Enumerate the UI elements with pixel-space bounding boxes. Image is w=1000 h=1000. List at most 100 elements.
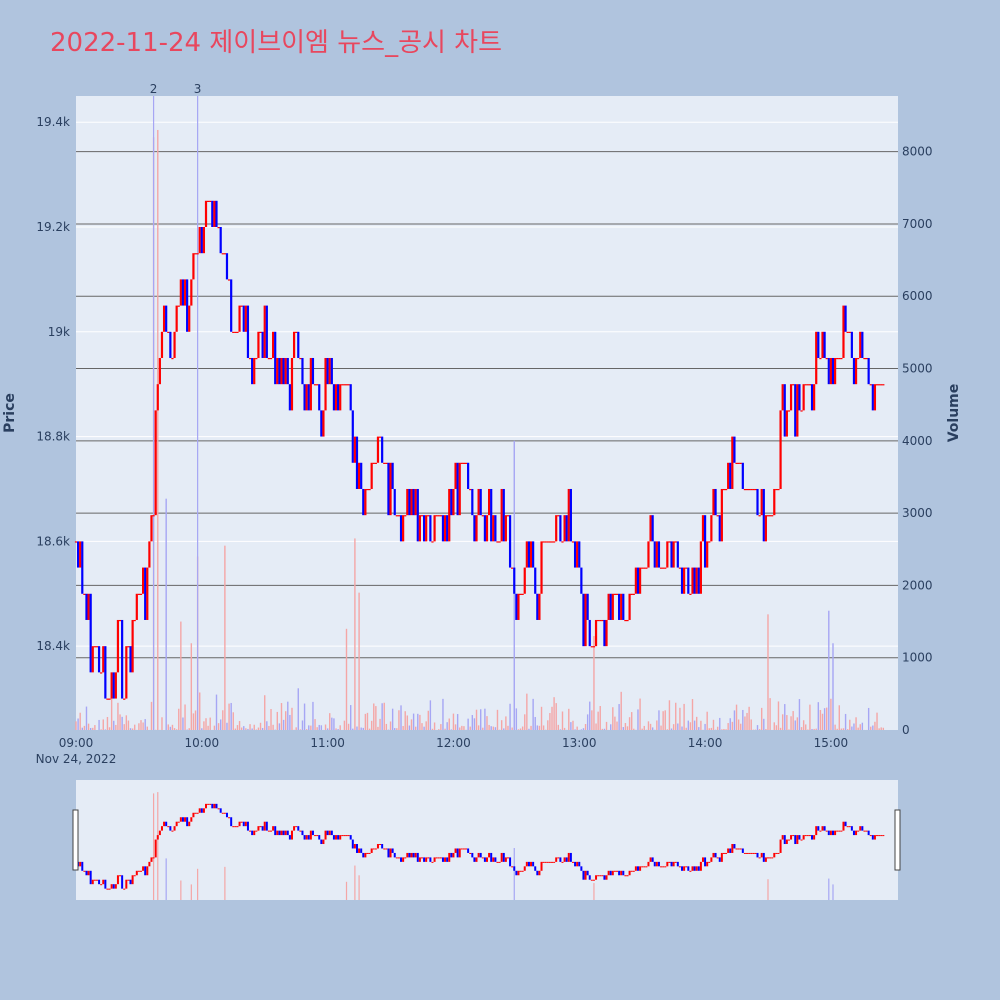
volume-bar — [610, 724, 612, 730]
volume-bar — [373, 703, 375, 730]
volume-bar — [681, 726, 683, 730]
volume-bar — [282, 719, 285, 730]
slider-candle — [353, 844, 356, 849]
slider-candle — [796, 835, 799, 845]
volume-bar — [670, 728, 673, 730]
slider-volume-bar — [513, 848, 515, 900]
volume-bar — [349, 705, 352, 730]
slider-candle — [513, 866, 516, 871]
candle — [756, 488, 759, 516]
slider-candle — [781, 835, 784, 840]
volume-tick-label: 5000 — [902, 362, 933, 376]
volume-bar — [362, 727, 364, 730]
volume-bar — [343, 720, 346, 730]
candle — [116, 619, 120, 673]
volume-bar — [484, 708, 486, 730]
slider-candle — [490, 852, 493, 862]
candle — [840, 357, 843, 360]
slider-candle — [282, 830, 285, 836]
candle — [265, 305, 268, 358]
volume-bar — [844, 713, 847, 730]
volume-bar — [238, 721, 241, 730]
volume-bar — [526, 693, 528, 730]
slider-candle — [293, 826, 296, 831]
volume-bar — [530, 725, 532, 730]
candle — [443, 515, 447, 542]
candle — [800, 410, 803, 412]
candle — [280, 357, 283, 385]
candle — [511, 567, 514, 569]
candle — [437, 515, 440, 517]
volume-bar — [81, 727, 83, 730]
candle — [490, 488, 493, 542]
volume-bar — [851, 726, 853, 730]
volume-bar — [798, 699, 801, 730]
slider-candle — [590, 879, 593, 881]
candle — [586, 593, 589, 620]
volume-bar — [431, 728, 434, 730]
slider-candle — [272, 826, 275, 831]
slider-candle — [330, 830, 333, 836]
candle — [202, 226, 206, 254]
candle — [599, 619, 602, 622]
candle — [873, 384, 877, 411]
volume-bar — [547, 720, 549, 730]
candle — [647, 541, 650, 568]
slider-candle — [754, 852, 757, 854]
slider-candle — [217, 808, 220, 810]
slider-candle — [559, 857, 562, 862]
volume-bar — [597, 711, 599, 730]
slider-candle — [813, 835, 816, 840]
candle — [456, 462, 459, 516]
volume-bar — [268, 725, 270, 730]
slider-candle — [792, 835, 795, 837]
volume-bar — [744, 716, 746, 730]
candle — [536, 593, 539, 620]
slider-candle — [509, 857, 512, 867]
volume-bar — [832, 643, 834, 730]
volume-bar — [83, 725, 86, 730]
volume-bar — [299, 729, 302, 730]
slider-candle — [465, 848, 468, 850]
slider-candle — [844, 821, 847, 827]
volume-bar — [391, 708, 394, 730]
slider-volume-bar — [767, 879, 769, 900]
candle — [624, 619, 627, 622]
news-marker-label: 2 — [150, 82, 158, 96]
candle — [196, 253, 199, 255]
slider-candle — [873, 835, 876, 840]
slider-candle — [811, 835, 814, 840]
slider-candle — [496, 861, 499, 863]
volume-bar — [368, 728, 371, 730]
volume-bar — [188, 728, 190, 730]
volume-bar — [633, 728, 635, 730]
volume-bar — [830, 698, 832, 730]
slider-candle — [733, 844, 736, 849]
volume-bar — [381, 703, 383, 730]
volume-bar — [125, 715, 128, 730]
candle — [374, 462, 377, 464]
candle — [261, 331, 264, 358]
candle — [370, 462, 373, 489]
slider-candle — [865, 830, 868, 832]
volume-bar — [496, 709, 499, 730]
volume-bar — [240, 727, 243, 730]
volume-bar — [836, 728, 838, 730]
slider-candle — [819, 830, 822, 832]
slider-candle — [343, 835, 346, 837]
candle — [527, 541, 531, 568]
candle — [160, 331, 164, 358]
slider-candle — [200, 808, 203, 813]
slider-candle — [626, 875, 629, 877]
volume-tick-label: 2000 — [902, 578, 933, 592]
candle — [104, 646, 107, 699]
slider-volume-bar — [224, 866, 226, 900]
volume-bar — [857, 727, 859, 730]
volume-bar — [230, 702, 232, 730]
slider-candle — [582, 870, 585, 880]
slider-candle — [297, 826, 300, 831]
candle — [410, 488, 413, 516]
slider-candle — [410, 852, 413, 858]
candle — [102, 646, 105, 673]
slider-volume-bar — [593, 883, 595, 900]
